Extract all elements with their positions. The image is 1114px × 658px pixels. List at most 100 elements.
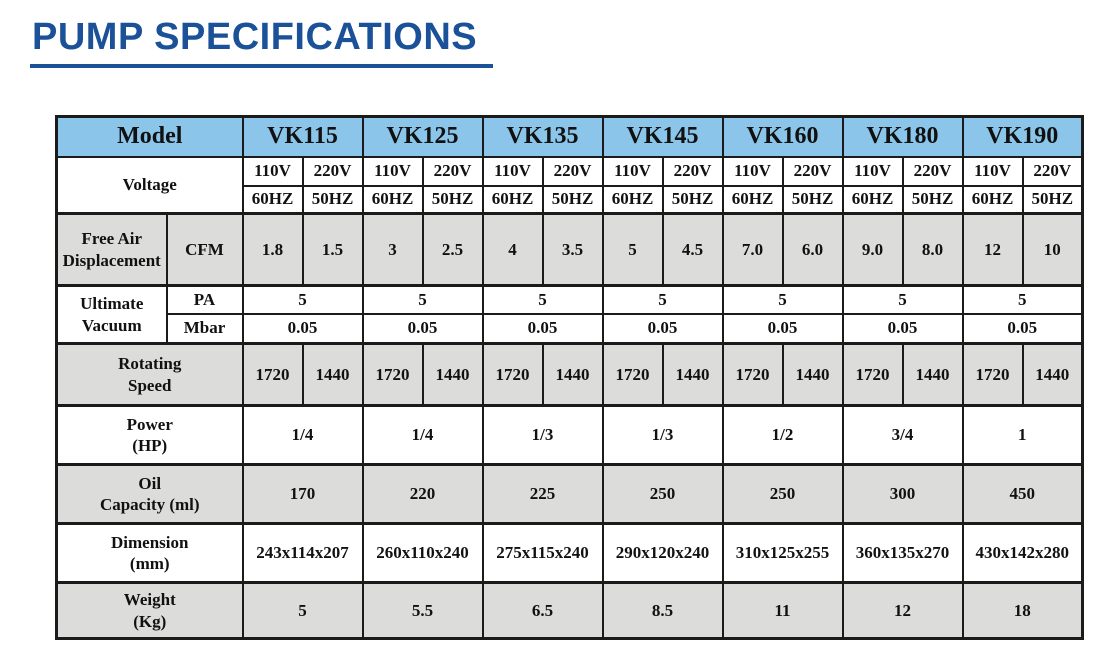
value-cell: 10 bbox=[1021, 212, 1084, 287]
value-cell: 3.5 bbox=[541, 212, 604, 287]
value-cell: 5 bbox=[841, 284, 964, 315]
frequency-value-cell: 60HZ bbox=[241, 184, 304, 215]
oil-capacity-row: Oil Capacity (ml) 170 220 225 250 250 30… bbox=[55, 463, 1084, 525]
value-cell: 1440 bbox=[301, 342, 364, 407]
model-name-cell: VK115 bbox=[241, 115, 364, 158]
unit-cell: Mbar bbox=[165, 312, 244, 345]
model-name-cell: VK180 bbox=[841, 115, 964, 158]
value-cell: 430x142x280 bbox=[961, 522, 1084, 584]
voltage-value-cell: 110V bbox=[481, 155, 544, 187]
page-title: PUMP SPECIFICATIONS bbox=[30, 16, 494, 68]
value-cell: 300 bbox=[841, 463, 964, 525]
value-cell: 3/4 bbox=[841, 404, 964, 466]
rotating-speed-row: Rotating Speed 1720 1440 1720 1440 1720 … bbox=[55, 342, 1084, 407]
value-cell: 220 bbox=[361, 463, 484, 525]
frequency-value-cell: 50HZ bbox=[1021, 184, 1084, 215]
value-cell: 11 bbox=[721, 581, 844, 640]
unit-cell: CFM bbox=[165, 212, 244, 287]
model-name-cell: VK145 bbox=[601, 115, 724, 158]
value-cell: 5 bbox=[601, 284, 724, 315]
value-cell: 5 bbox=[601, 212, 664, 287]
value-cell: 250 bbox=[601, 463, 724, 525]
value-cell: 1/2 bbox=[721, 404, 844, 466]
voltage-value-cell: 110V bbox=[721, 155, 784, 187]
model-header-row: Model VK115 VK125 VK135 VK145 VK160 VK18… bbox=[55, 115, 1084, 158]
pump-spec-table: Model VK115 VK125 VK135 VK145 VK160 VK18… bbox=[55, 115, 1085, 640]
frequency-value-cell: 60HZ bbox=[841, 184, 904, 215]
value-cell: 1/3 bbox=[601, 404, 724, 466]
value-cell: 1720 bbox=[961, 342, 1024, 407]
value-cell: 12 bbox=[841, 581, 964, 640]
frequency-value-cell: 50HZ bbox=[421, 184, 484, 215]
value-cell: 1440 bbox=[661, 342, 724, 407]
value-cell: 18 bbox=[961, 581, 1084, 640]
value-cell: 1.8 bbox=[241, 212, 304, 287]
voltage-label-cell: Voltage bbox=[55, 155, 244, 215]
row-label-cell: Free Air Displacement bbox=[55, 212, 168, 287]
model-name-cell: VK190 bbox=[961, 115, 1084, 158]
ultimate-vacuum-mbar-row: Mbar 0.05 0.05 0.05 0.05 0.05 0.05 0.05 bbox=[57, 312, 1084, 345]
weight-row: Weight (Kg) 5 5.5 6.5 8.5 11 12 18 bbox=[55, 581, 1084, 640]
value-cell: 0.05 bbox=[361, 312, 484, 345]
value-cell: 5 bbox=[481, 284, 604, 315]
value-cell: 5.5 bbox=[361, 581, 484, 640]
model-name-cell: VK135 bbox=[481, 115, 604, 158]
value-cell: 0.05 bbox=[841, 312, 964, 345]
value-cell: 290x120x240 bbox=[601, 522, 724, 584]
value-cell: 8.5 bbox=[601, 581, 724, 640]
voltage-value-cell: 220V bbox=[661, 155, 724, 187]
value-cell: 225 bbox=[481, 463, 604, 525]
row-label-cell: Ultimate Vacuum bbox=[55, 284, 168, 345]
title-wrap: PUMP SPECIFICATIONS bbox=[30, 16, 494, 68]
value-cell: 1720 bbox=[841, 342, 904, 407]
row-label-cell: Power (HP) bbox=[55, 404, 244, 466]
unit-cell: PA bbox=[165, 284, 244, 315]
model-name-cell: VK160 bbox=[721, 115, 844, 158]
value-cell: 5 bbox=[721, 284, 844, 315]
voltage-value-cell: 110V bbox=[841, 155, 904, 187]
value-cell: 450 bbox=[961, 463, 1084, 525]
value-cell: 260x110x240 bbox=[361, 522, 484, 584]
value-cell: 1440 bbox=[781, 342, 844, 407]
value-cell: 0.05 bbox=[241, 312, 364, 345]
row-label-cell: Rotating Speed bbox=[55, 342, 244, 407]
value-cell: 1720 bbox=[601, 342, 664, 407]
frequency-row: 60HZ 50HZ 60HZ 50HZ 60HZ 50HZ 60HZ 50HZ … bbox=[57, 184, 1084, 215]
value-cell: 310x125x255 bbox=[721, 522, 844, 584]
value-cell: 0.05 bbox=[721, 312, 844, 345]
value-cell: 250 bbox=[721, 463, 844, 525]
value-cell: 5 bbox=[241, 581, 364, 640]
free-air-row: Free Air Displacement CFM 1.8 1.5 3 2.5 … bbox=[55, 212, 1084, 287]
value-cell: 6.0 bbox=[781, 212, 844, 287]
frequency-value-cell: 60HZ bbox=[961, 184, 1024, 215]
frequency-value-cell: 60HZ bbox=[601, 184, 664, 215]
voltage-value-cell: 110V bbox=[361, 155, 424, 187]
power-row: Power (HP) 1/4 1/4 1/3 1/3 1/2 3/4 1 bbox=[55, 404, 1084, 466]
value-cell: 170 bbox=[241, 463, 364, 525]
model-name-cell: VK125 bbox=[361, 115, 484, 158]
value-cell: 360x135x270 bbox=[841, 522, 964, 584]
voltage-row: Voltage 110V 220V 110V 220V 110V 220V 11… bbox=[55, 155, 1084, 215]
frequency-value-cell: 50HZ bbox=[781, 184, 844, 215]
voltage-value-cell: 220V bbox=[781, 155, 844, 187]
value-cell: 1440 bbox=[1021, 342, 1084, 407]
value-cell: 5 bbox=[961, 284, 1084, 315]
value-cell: 1.5 bbox=[301, 212, 364, 287]
voltage-value-cell: 220V bbox=[901, 155, 964, 187]
value-cell: 1720 bbox=[361, 342, 424, 407]
row-label-cell: Oil Capacity (ml) bbox=[55, 463, 244, 525]
frequency-value-cell: 50HZ bbox=[661, 184, 724, 215]
dimension-row: Dimension (mm) 243x114x207 260x110x240 2… bbox=[55, 522, 1084, 584]
value-cell: 0.05 bbox=[961, 312, 1084, 345]
value-cell: 1 bbox=[961, 404, 1084, 466]
value-cell: 4.5 bbox=[661, 212, 724, 287]
voltage-value-cell: 220V bbox=[1021, 155, 1084, 187]
voltage-value-cell: 220V bbox=[421, 155, 484, 187]
value-cell: 1440 bbox=[541, 342, 604, 407]
value-cell: 1/3 bbox=[481, 404, 604, 466]
frequency-value-cell: 60HZ bbox=[361, 184, 424, 215]
value-cell: 275x115x240 bbox=[481, 522, 604, 584]
value-cell: 1440 bbox=[421, 342, 484, 407]
value-cell: 12 bbox=[961, 212, 1024, 287]
